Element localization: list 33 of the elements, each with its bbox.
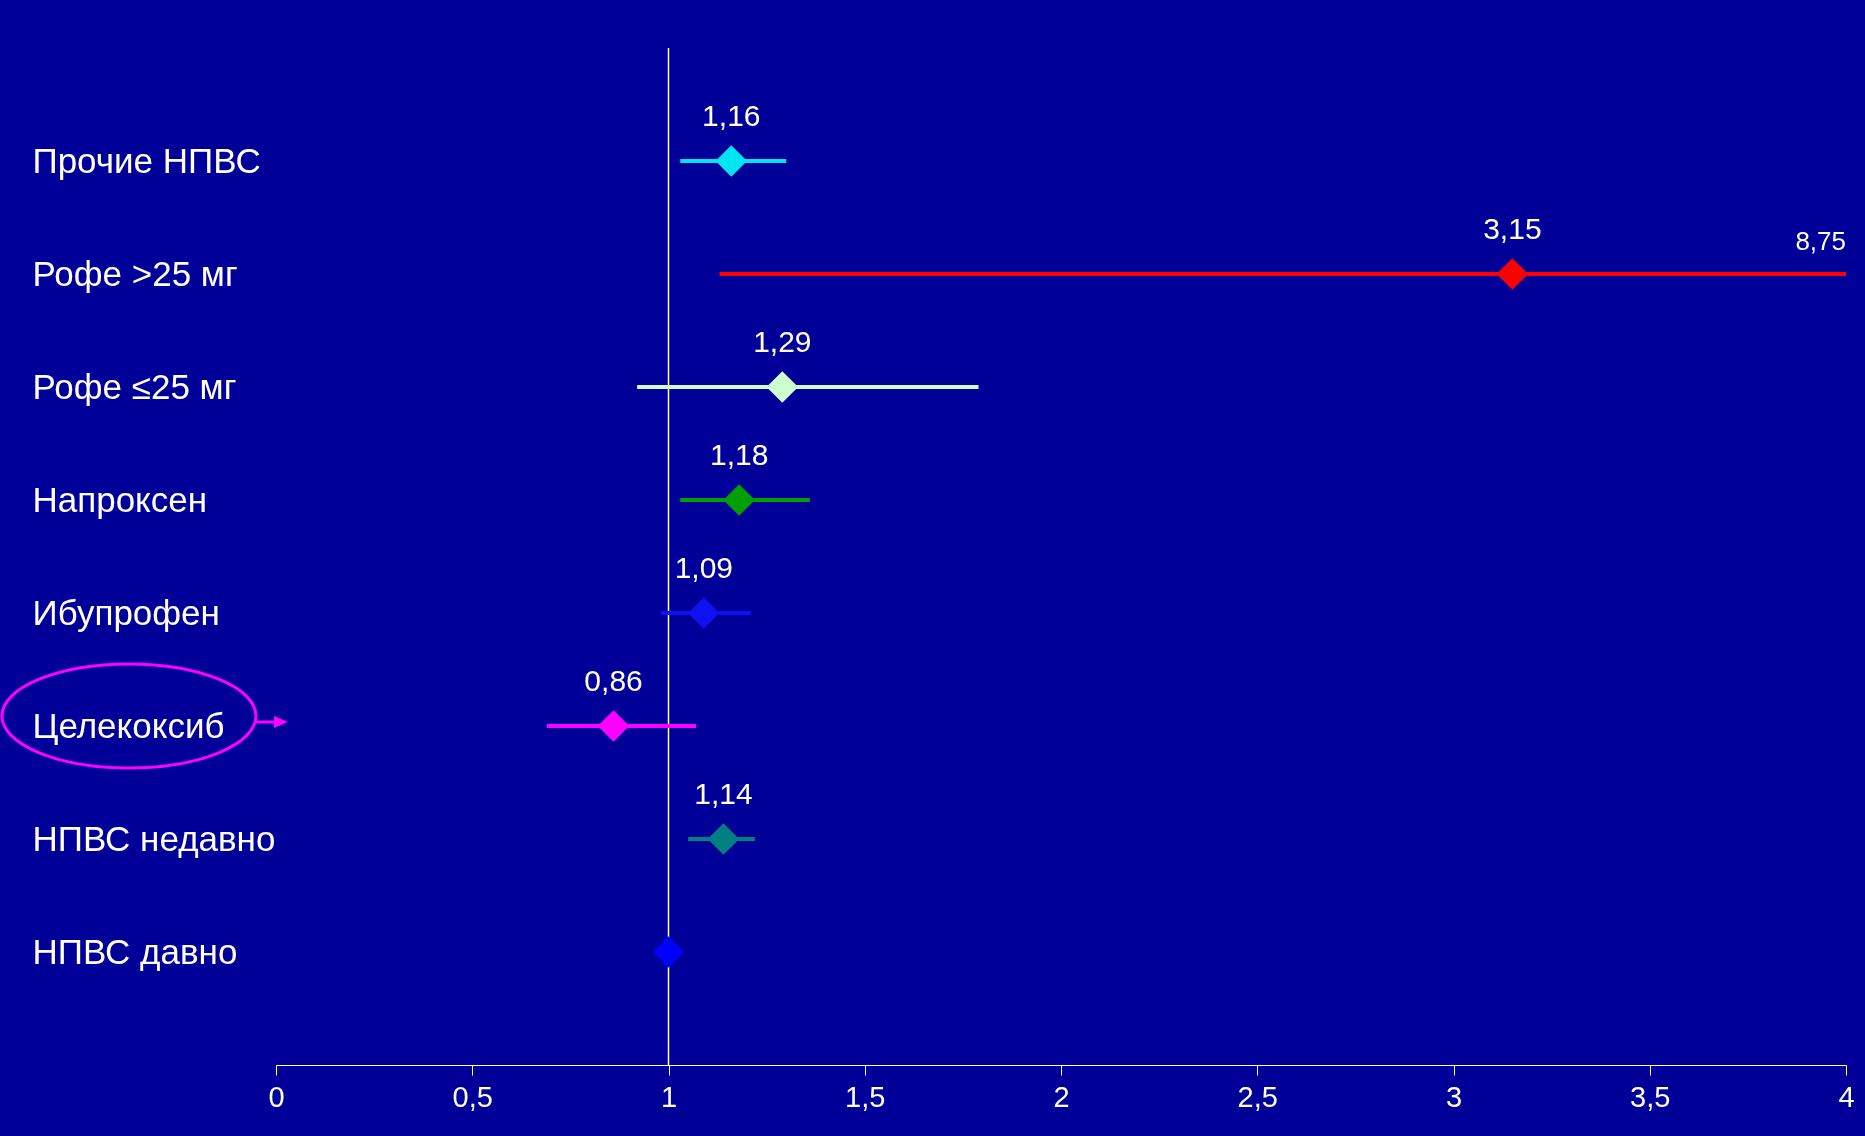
annotation: 8,75: [1795, 226, 1846, 256]
y-tick-label: Напроксен: [32, 479, 208, 519]
x-tick-label: 3,5: [1630, 1080, 1671, 1113]
x-tick-label: 2,5: [1237, 1080, 1278, 1113]
y-tick-label: Прочие НПВС: [32, 140, 261, 180]
data-label: 1,18: [709, 438, 769, 471]
point: [715, 145, 748, 177]
y-tick-label: Целекоксиб: [32, 705, 225, 745]
data-label: 1,29: [753, 325, 812, 358]
data-label: 0,86: [584, 664, 643, 697]
point: [688, 597, 720, 629]
x-tick-label: 1: [660, 1080, 678, 1113]
y-tick-label: НПВС давно: [32, 931, 238, 971]
x-tick-label: 0: [268, 1080, 285, 1113]
y-tick-label: НПВС недавно: [32, 818, 276, 858]
y-tick-label: Рофе >25 мг: [32, 253, 238, 293]
data-label: 3,15: [1483, 212, 1542, 245]
x-tick-label: 4: [1838, 1080, 1855, 1113]
x-tick-label: 3: [1445, 1080, 1463, 1113]
y-tick-label: Рофе ≤25 мг: [32, 366, 237, 406]
data-label: 1,16: [702, 99, 761, 132]
data-label: 1,09: [674, 551, 734, 584]
x-tick-label: 2: [1053, 1080, 1070, 1113]
y-tick-label: Ибупрофен: [32, 592, 220, 632]
point: [597, 710, 630, 742]
point: [723, 484, 755, 516]
point: [707, 823, 740, 855]
point: [652, 936, 685, 968]
point: [1496, 258, 1529, 290]
data-label: 1,14: [694, 777, 753, 810]
point: [766, 371, 799, 403]
x-tick-label: 0,5: [452, 1080, 493, 1113]
x-tick-label: 1,5: [845, 1080, 886, 1113]
